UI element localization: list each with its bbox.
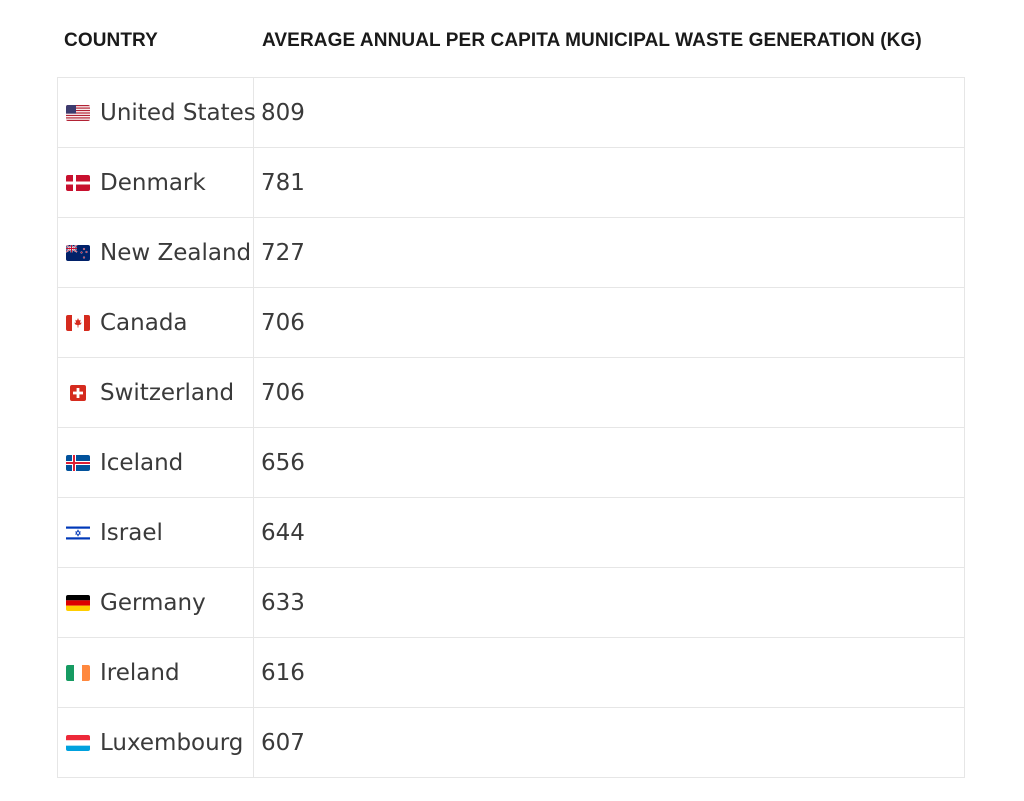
table-row: Ireland 616 xyxy=(58,638,964,708)
waste-value: 616 xyxy=(261,659,305,686)
table-row: Denmark 781 xyxy=(58,148,964,218)
israel-flag-icon xyxy=(66,524,90,541)
ireland-flag-icon xyxy=(66,664,90,681)
waste-value: 607 xyxy=(261,729,305,756)
germany-flag-icon xyxy=(66,594,90,611)
table-row: Germany 633 xyxy=(58,568,964,638)
country-cell: Iceland xyxy=(58,428,254,497)
table-row: Switzerland 706 xyxy=(58,358,964,428)
country-cell: New Zealand xyxy=(58,218,254,287)
country-cell: United States xyxy=(58,78,256,147)
country-cell: Israel xyxy=(58,498,254,567)
country-cell: Germany xyxy=(58,568,254,637)
switzerland-flag-icon xyxy=(66,384,90,401)
luxembourg-flag-icon xyxy=(66,734,90,751)
waste-value: 809 xyxy=(261,99,305,126)
table-row: Iceland 656 xyxy=(58,428,964,498)
country-name: New Zealand xyxy=(100,239,252,266)
waste-table-container: COUNTRY AVERAGE ANNUAL PER CAPITA MUNICI… xyxy=(57,0,965,778)
iceland-flag-icon xyxy=(66,454,90,471)
country-name: Iceland xyxy=(100,449,184,476)
country-cell: Switzerland xyxy=(58,358,254,427)
country-name: Israel xyxy=(100,519,163,546)
waste-column-header: AVERAGE ANNUAL PER CAPITA MUNICIPAL WAST… xyxy=(262,29,922,51)
waste-value: 656 xyxy=(261,449,305,476)
denmark-flag-icon xyxy=(66,174,90,191)
country-name: United States xyxy=(100,99,256,126)
country-cell: Ireland xyxy=(58,638,254,707)
table-row: Canada 706 xyxy=(58,288,964,358)
us-flag-icon xyxy=(66,104,90,121)
country-name: Germany xyxy=(100,589,206,616)
waste-value: 781 xyxy=(261,169,305,196)
country-cell: Canada xyxy=(58,288,254,357)
waste-value: 727 xyxy=(261,239,305,266)
country-name: Denmark xyxy=(100,169,206,196)
table-header-row: COUNTRY AVERAGE ANNUAL PER CAPITA MUNICI… xyxy=(57,0,965,77)
waste-value: 706 xyxy=(261,309,305,336)
country-name: Luxembourg xyxy=(100,729,244,756)
waste-value: 706 xyxy=(261,379,305,406)
country-cell: Luxembourg xyxy=(58,708,254,777)
country-column-header: COUNTRY xyxy=(64,29,158,51)
table-row: New Zealand 727 xyxy=(58,218,964,288)
table-row: Luxembourg 607 xyxy=(58,708,964,778)
country-name: Canada xyxy=(100,309,188,336)
table-row: United States 809 xyxy=(58,78,964,148)
canada-flag-icon xyxy=(66,314,90,331)
table-row: Israel 644 xyxy=(58,498,964,568)
waste-value: 644 xyxy=(261,519,305,546)
country-name: Ireland xyxy=(100,659,180,686)
waste-value: 633 xyxy=(261,589,305,616)
country-name: Switzerland xyxy=(100,379,235,406)
waste-table: United States 809 Denmark 781 xyxy=(57,77,965,778)
country-cell: Denmark xyxy=(58,148,254,217)
new-zealand-flag-icon xyxy=(66,244,90,261)
